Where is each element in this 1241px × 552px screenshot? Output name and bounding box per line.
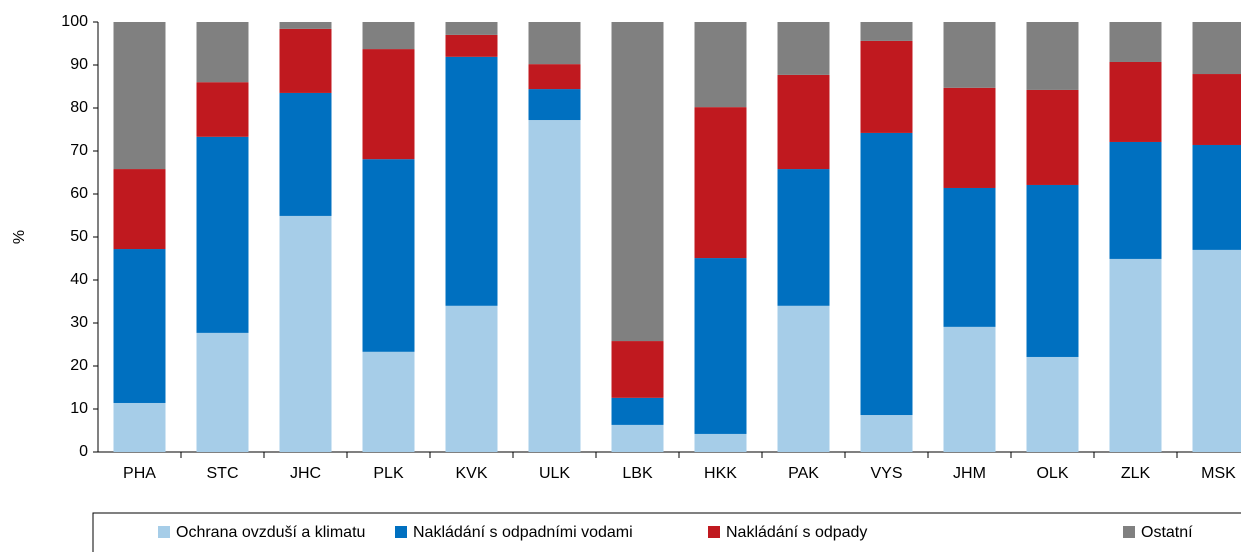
legend-label: Nakládání s odpadními vodami — [413, 524, 633, 541]
x-tick-label: LBK — [622, 465, 653, 482]
bar-segment — [528, 89, 581, 121]
y-tick-label: 40 — [70, 271, 88, 288]
bar-segment — [694, 22, 747, 108]
x-tick-label: MSK — [1201, 465, 1236, 482]
x-tick-label: VYS — [870, 465, 902, 482]
bar-segment — [943, 87, 996, 188]
legend-swatch — [158, 526, 170, 538]
bar-segment — [113, 169, 166, 250]
bar-segment — [860, 132, 913, 416]
y-tick-label: 50 — [70, 228, 88, 245]
bar-segment — [1026, 22, 1079, 90]
bar-segment — [611, 22, 664, 342]
y-tick-label: 70 — [70, 142, 88, 159]
bar-segment — [1192, 74, 1241, 145]
bar-segment — [528, 64, 581, 90]
bar-segment — [528, 22, 581, 65]
x-tick-label: KVK — [455, 465, 487, 482]
y-tick-label: 80 — [70, 99, 88, 116]
bar-segment — [777, 169, 830, 306]
bar-segment — [445, 305, 498, 452]
bar-segment — [1109, 22, 1162, 62]
legend-box — [92, 512, 1241, 552]
bar-segment — [860, 22, 913, 41]
y-tick-label: 60 — [70, 185, 88, 202]
bar-segment — [445, 22, 498, 35]
y-tick-label: 0 — [79, 443, 88, 460]
bar-segment — [1026, 356, 1079, 452]
x-tick-label: PHA — [123, 465, 156, 482]
bar-segment — [1192, 249, 1241, 452]
bar-segment — [1192, 144, 1241, 250]
bar-segment — [860, 415, 913, 452]
bar-segment — [113, 22, 166, 170]
bar-segment — [445, 34, 498, 57]
bar-segment — [1109, 141, 1162, 259]
x-tick-label: JHM — [953, 465, 986, 482]
bar-segment — [1109, 258, 1162, 452]
bar-segment — [362, 351, 415, 452]
bar-segment — [113, 249, 166, 403]
x-tick-label: PAK — [788, 465, 819, 482]
y-tick-label: 20 — [70, 357, 88, 374]
x-tick-label: JHC — [290, 465, 321, 482]
bar-segment — [279, 92, 332, 216]
y-axis-label: % — [11, 230, 28, 244]
bar-segment — [1026, 184, 1079, 357]
y-tick-label: 90 — [70, 56, 88, 73]
bar-segment — [611, 397, 664, 425]
bar-segment — [445, 56, 498, 306]
legend-label: Nakládání s odpady — [726, 524, 867, 541]
legend-swatch — [1123, 526, 1135, 538]
x-tick-label: HKK — [704, 465, 737, 482]
legend-label: Ostatní — [1141, 524, 1193, 541]
bar-segment — [196, 82, 249, 137]
bar-segment — [196, 332, 249, 452]
bar-segment — [528, 120, 581, 452]
bar-segment — [694, 258, 747, 434]
bar-segment — [279, 22, 332, 29]
y-tick-label: 10 — [70, 400, 88, 417]
legend-swatch — [708, 526, 720, 538]
bar-segment — [196, 136, 249, 333]
bar-segment — [279, 28, 332, 93]
bar-segment — [1192, 22, 1241, 75]
y-tick-label: 100 — [61, 13, 88, 30]
bar-segment — [611, 341, 664, 398]
bar-segment — [113, 402, 166, 452]
bar-segment — [777, 22, 830, 75]
y-tick-label: 30 — [70, 314, 88, 331]
bar-segment — [694, 433, 747, 452]
x-tick-label: PLK — [373, 465, 404, 482]
bar-segment — [1109, 61, 1162, 142]
bar-segment — [694, 107, 747, 259]
bar-segment — [362, 49, 415, 160]
legend-label: Ochrana ovzduší a klimatu — [176, 524, 365, 541]
x-tick-label: ULK — [539, 465, 570, 482]
bar-segment — [611, 424, 664, 452]
bar-segment — [860, 40, 913, 133]
bar-segment — [196, 22, 249, 83]
bar-segment — [777, 74, 830, 170]
bar-segment — [362, 159, 415, 352]
x-tick-label: STC — [207, 465, 239, 482]
bar-segment — [1026, 89, 1079, 185]
legend-swatch — [395, 526, 407, 538]
bar-segment — [943, 22, 996, 88]
x-tick-label: OLK — [1036, 465, 1068, 482]
bar-segment — [362, 22, 415, 50]
x-tick-label: ZLK — [1121, 465, 1151, 482]
bar-segment — [279, 215, 332, 452]
bar-segment — [943, 326, 996, 452]
bar-segment — [777, 305, 830, 452]
bar-segment — [943, 187, 996, 327]
